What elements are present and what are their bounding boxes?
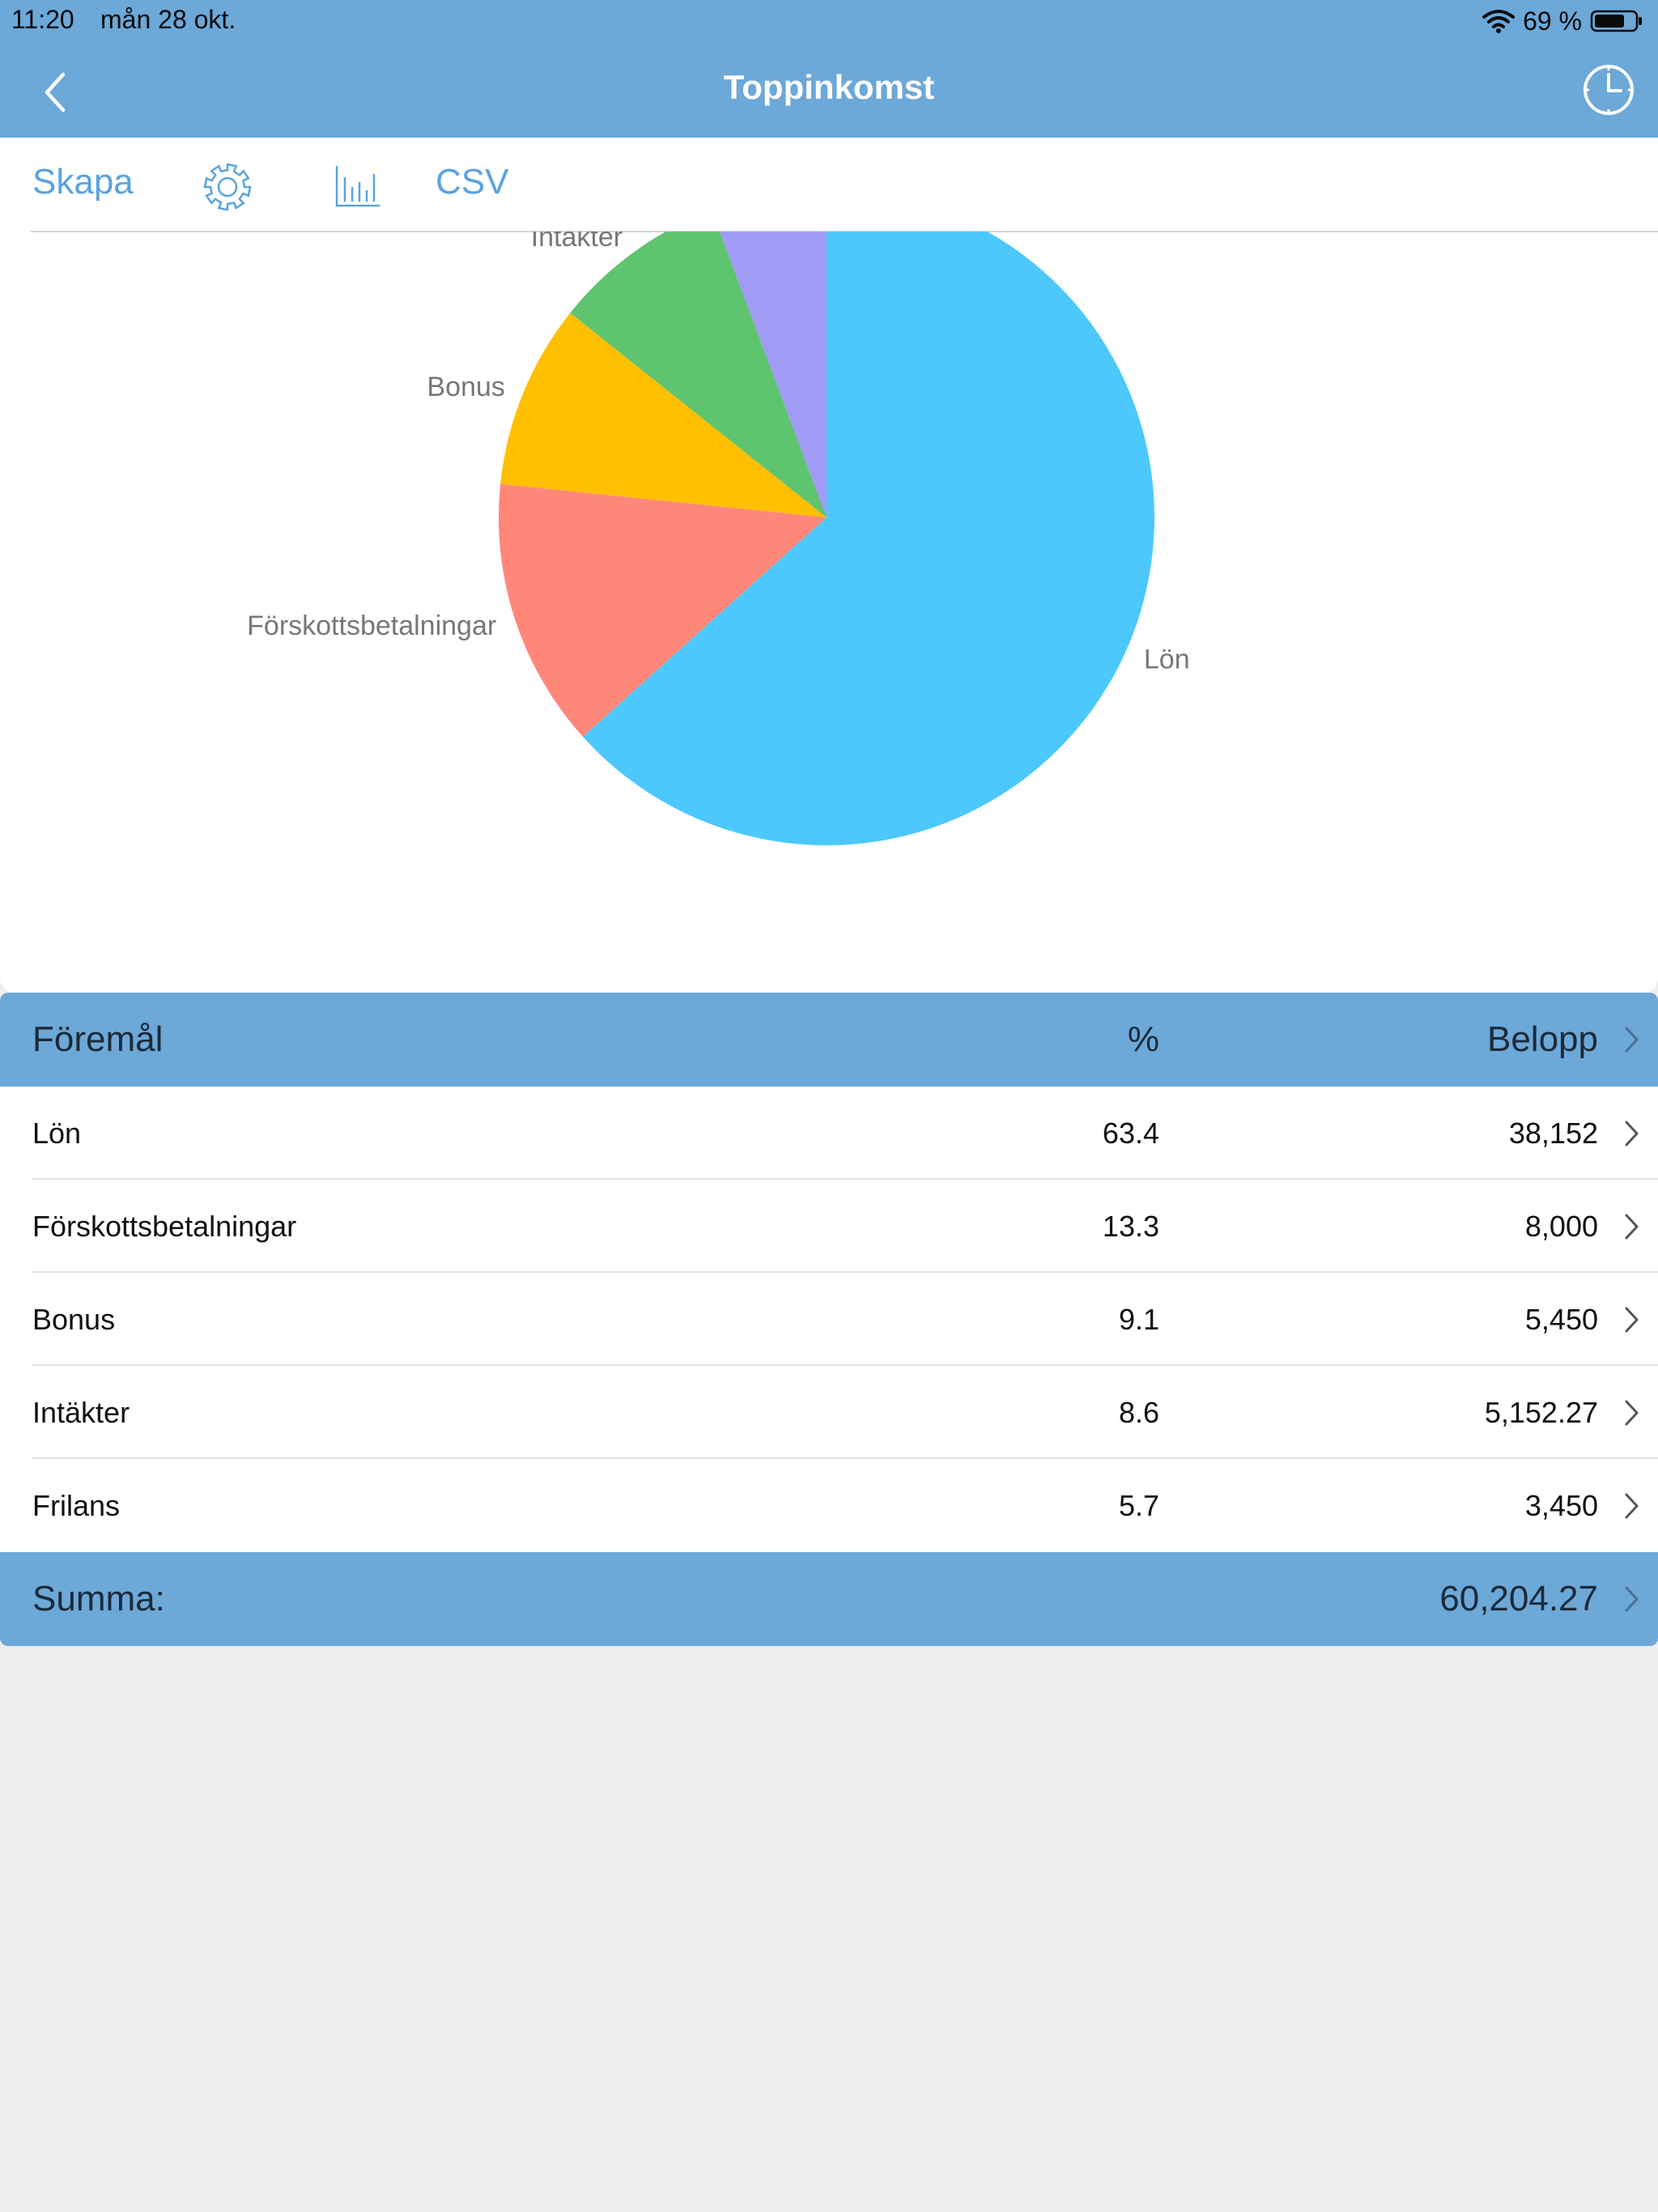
row-divider — [32, 1364, 1658, 1366]
gear-icon — [203, 163, 252, 211]
chevron-right-icon — [1625, 1400, 1639, 1425]
row-amount: 3,450 — [1524, 1488, 1598, 1522]
table-header[interactable]: Föremål % Belopp — [0, 993, 1658, 1087]
header-amount: Belopp — [1486, 1019, 1598, 1059]
toolbar: Skapa CSV — [0, 138, 1658, 232]
create-button[interactable]: Skapa — [32, 162, 134, 202]
row-divider — [32, 1178, 1658, 1180]
row-name: Frilans — [32, 1488, 121, 1522]
pie-chart: LönFörskottsbetalningarBonusIntäkterFril… — [247, 232, 1190, 845]
row-percent: 8.6 — [1118, 1395, 1159, 1429]
row-percent: 63.4 — [1102, 1116, 1159, 1150]
table-row[interactable]: Frilans 5.7 3,450 — [0, 1459, 1658, 1552]
row-divider — [32, 1271, 1658, 1273]
table-row[interactable]: Lön 63.4 38,152 — [0, 1087, 1658, 1180]
status-bar: 11:20 mån 28 okt. 69 % — [0, 0, 1658, 42]
pie-slice-label: Bonus — [427, 372, 504, 402]
row-name: Lön — [32, 1116, 82, 1150]
row-name: Intäkter — [32, 1395, 130, 1429]
pie-slice[interactable] — [570, 232, 827, 517]
pie-slice[interactable] — [712, 232, 827, 517]
status-indicators: 69 % — [1482, 3, 1643, 39]
history-button[interactable] — [1580, 62, 1637, 118]
table-row[interactable]: Bonus 9.1 5,450 — [0, 1273, 1658, 1366]
income-table: Föremål % Belopp Lön 63.4 38,152 Förskot… — [0, 993, 1658, 1646]
header-item: Föremål — [32, 1019, 164, 1059]
pie-slice-label: Intäkter — [531, 232, 623, 253]
row-amount: 5,152.27 — [1484, 1395, 1598, 1429]
battery-icon — [1590, 10, 1642, 32]
row-amount: 38,152 — [1508, 1116, 1598, 1150]
page-title: Toppinkomst — [723, 68, 935, 106]
csv-export-button[interactable]: CSV — [436, 162, 509, 202]
table-footer[interactable]: Summa: 60,204.27 — [0, 1552, 1658, 1646]
pie-slice[interactable] — [500, 313, 827, 517]
pie-slice[interactable] — [582, 232, 1154, 845]
battery-percent: 69 % — [1523, 6, 1582, 36]
chart-button[interactable] — [330, 160, 384, 214]
header-percent: % — [1127, 1019, 1159, 1059]
row-percent: 5.7 — [1118, 1488, 1159, 1522]
chevron-right-icon — [1625, 1586, 1639, 1612]
status-date: mån 28 okt. — [100, 5, 236, 34]
chart-panel: Skapa CSV — [0, 138, 1658, 993]
navigation-bar: Toppinkomst — [0, 42, 1658, 138]
row-divider — [32, 1457, 1658, 1459]
chevron-right-icon — [1625, 1121, 1639, 1146]
row-name: Förskottsbetalningar — [32, 1209, 297, 1243]
pie-slice-label: Lön — [1144, 644, 1190, 675]
total-amount: 60,204.27 — [1439, 1579, 1598, 1619]
chevron-right-icon — [1625, 1214, 1639, 1239]
chevron-left-icon — [45, 72, 66, 113]
bar-chart-icon — [335, 165, 380, 207]
pie-slice-label: Förskottsbetalningar — [247, 610, 496, 641]
table-row[interactable]: Förskottsbetalningar 13.3 8,000 — [0, 1180, 1658, 1273]
row-amount: 8,000 — [1524, 1209, 1598, 1243]
clock-icon — [1584, 65, 1634, 115]
settings-button[interactable] — [199, 159, 256, 215]
back-button[interactable] — [36, 68, 76, 117]
row-name: Bonus — [32, 1302, 116, 1336]
total-label: Summa: — [32, 1579, 165, 1619]
row-percent: 9.1 — [1118, 1302, 1159, 1336]
chevron-right-icon — [1625, 1493, 1639, 1518]
pie-slice[interactable] — [498, 483, 827, 737]
row-amount: 5,450 — [1524, 1302, 1598, 1336]
table-row[interactable]: Intäkter 8.6 5,152.27 — [0, 1366, 1658, 1459]
row-percent: 13.3 — [1102, 1209, 1159, 1243]
status-time: 11:20 — [11, 5, 74, 34]
chevron-right-icon — [1625, 1027, 1639, 1053]
chevron-right-icon — [1625, 1307, 1639, 1332]
wifi-icon — [1482, 10, 1516, 33]
